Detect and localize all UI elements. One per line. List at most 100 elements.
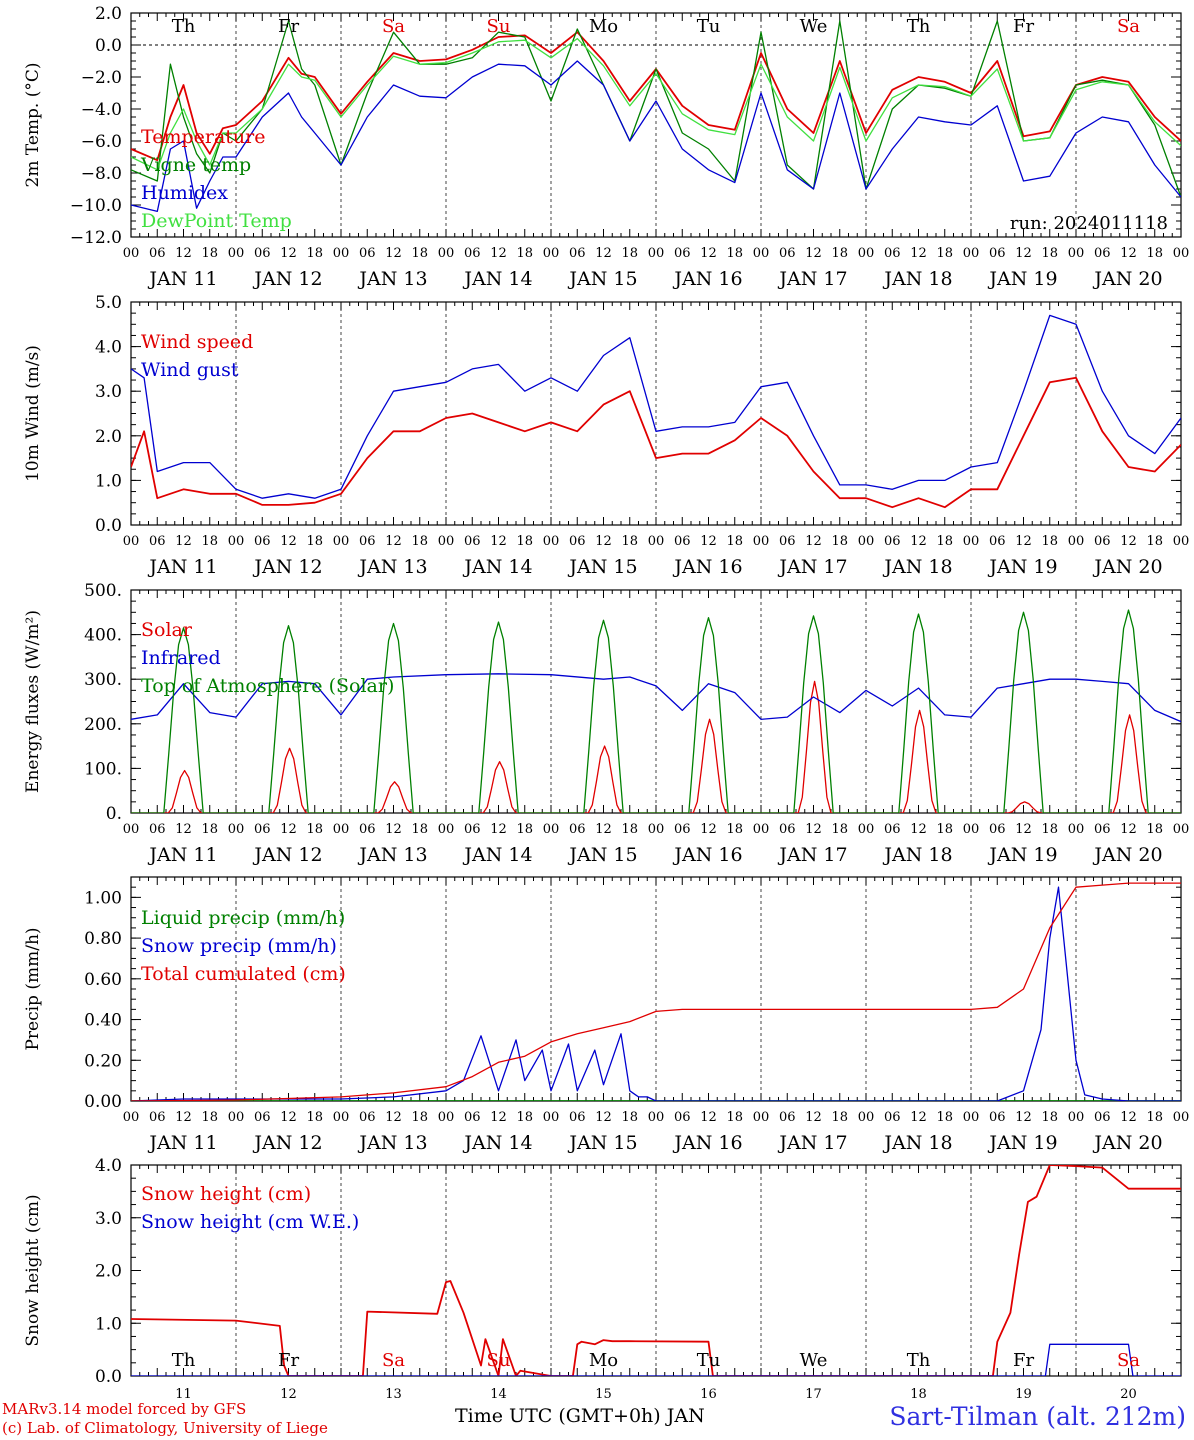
x-day-number: 13 <box>385 1387 402 1402</box>
x-tick-label: 12 <box>700 246 717 261</box>
legend-entry: Wind speed <box>141 331 253 353</box>
x-tick-label: 00 <box>123 534 140 549</box>
legend-entry: Infrared <box>141 647 221 669</box>
y-tick-label: 1.0 <box>95 471 122 491</box>
x-tick-label: 12 <box>595 246 612 261</box>
x-tick-label: 00 <box>438 822 455 837</box>
x-tick-label: 12 <box>490 534 507 549</box>
x-tick-label: 00 <box>1173 1110 1190 1125</box>
x-tick-label: 18 <box>201 246 218 261</box>
x-date-label: JAN 16 <box>672 844 742 866</box>
run-label: run: 2024011118 <box>1010 213 1168 234</box>
x-tick-label: 18 <box>831 1110 848 1125</box>
x-date-label: JAN 17 <box>777 268 847 290</box>
x-tick-label: 00 <box>648 534 665 549</box>
x-date-label: JAN 12 <box>252 268 322 290</box>
y-tick-label: 0.00 <box>84 1092 122 1112</box>
weekday-label: Fr <box>1013 1350 1034 1371</box>
y-tick-label: 400. <box>84 626 122 646</box>
x-tick-label: 18 <box>1146 534 1163 549</box>
y-tick-label: 0.60 <box>84 970 122 990</box>
series-group <box>131 882 1181 1101</box>
x-tick-label: 00 <box>1068 822 1085 837</box>
x-day-number: 12 <box>280 1387 297 1402</box>
weekday-label: Fr <box>1013 16 1034 37</box>
x-tick-label: 00 <box>648 822 665 837</box>
x-tick-label: 00 <box>1068 534 1085 549</box>
x-tick-label: 06 <box>359 534 376 549</box>
series-line-1 <box>131 680 1181 813</box>
x-tick-label: 00 <box>648 246 665 261</box>
series-line-3 <box>131 609 1181 813</box>
x-tick-label: 12 <box>805 534 822 549</box>
y-tick-label: 3.0 <box>95 1209 122 1229</box>
x-date-label: JAN 18 <box>882 844 952 866</box>
x-tick-label: 06 <box>254 534 271 549</box>
y-tick-label: −6.0 <box>81 132 122 152</box>
x-tick-label: 12 <box>385 1110 402 1125</box>
weekday-label: Sa <box>1117 1350 1140 1371</box>
weekday-label: Fr <box>278 1350 299 1371</box>
x-date-label: JAN 19 <box>987 268 1057 290</box>
x-tick-label: 06 <box>779 534 796 549</box>
series-line-2 <box>131 314 1181 499</box>
x-day-number: 14 <box>490 1387 507 1402</box>
x-tick-label: 12 <box>910 822 927 837</box>
weekday-label: Su <box>487 16 511 37</box>
x-tick-label: 12 <box>700 822 717 837</box>
x-tick-label: 00 <box>1173 246 1190 261</box>
x-date-label: JAN 12 <box>252 1132 322 1154</box>
x-tick-label: 18 <box>306 246 323 261</box>
x-date-label: JAN 14 <box>462 844 532 866</box>
legend-entry: Snow precip (mm/h) <box>141 935 337 957</box>
y-tick-label: 0.0 <box>95 516 122 536</box>
x-tick-label: 18 <box>621 246 638 261</box>
x-tick-label: 00 <box>228 822 245 837</box>
y-tick-label: 1.00 <box>84 888 122 908</box>
x-tick-label: 06 <box>569 1110 586 1125</box>
x-date-label: JAN 19 <box>987 844 1057 866</box>
x-tick-label: 06 <box>674 534 691 549</box>
x-day-number: 20 <box>1120 1387 1137 1402</box>
x-tick-label: 00 <box>438 1110 455 1125</box>
x-tick-label: 18 <box>1146 822 1163 837</box>
x-tick-label: 12 <box>490 822 507 837</box>
weekday-label: Sa <box>1117 16 1140 37</box>
series-group <box>131 1165 1181 1376</box>
y-axis-title: Energy fluxes (W/m²) <box>23 610 43 793</box>
x-tick-label: 00 <box>333 246 350 261</box>
x-tick-label: 18 <box>1041 246 1058 261</box>
x-date-label: JAN 18 <box>882 268 952 290</box>
x-day-number: 18 <box>910 1387 927 1402</box>
x-tick-label: 06 <box>359 822 376 837</box>
x-tick-label: 18 <box>516 534 533 549</box>
x-tick-label: 06 <box>1094 822 1111 837</box>
y-tick-label: 4.0 <box>95 338 122 358</box>
x-tick-label: 12 <box>175 534 192 549</box>
x-tick-label: 18 <box>201 1110 218 1125</box>
x-tick-label: 12 <box>700 534 717 549</box>
x-tick-label: 12 <box>385 822 402 837</box>
x-tick-label: 18 <box>936 1110 953 1125</box>
x-tick-label: 18 <box>516 246 533 261</box>
x-tick-label: 00 <box>123 1110 140 1125</box>
x-tick-label: 00 <box>543 1110 560 1125</box>
panel-5: 4.0 3.0 2.0 1.0 0.0 Snow height (cm) 11 12 13 14 1… <box>23 1156 1182 1402</box>
y-tick-label: 4.0 <box>95 1156 122 1176</box>
x-tick-label: 00 <box>1173 534 1190 549</box>
series-line-2 <box>131 673 1181 723</box>
x-tick-label: 00 <box>123 822 140 837</box>
legend-entry: Humidex <box>141 182 228 204</box>
x-date-label: JAN 15 <box>567 268 637 290</box>
x-tick-label: 00 <box>438 246 455 261</box>
legend-entry: Snow height (cm W.E.) <box>141 1211 359 1233</box>
y-tick-label: 2.0 <box>95 427 122 447</box>
x-tick-label: 18 <box>726 534 743 549</box>
x-tick-label: 00 <box>858 246 875 261</box>
x-date-label: JAN 16 <box>672 268 742 290</box>
x-tick-label: 00 <box>858 822 875 837</box>
x-tick-label: 12 <box>1120 534 1137 549</box>
x-tick-label: 06 <box>149 534 166 549</box>
x-tick-label: 12 <box>385 246 402 261</box>
